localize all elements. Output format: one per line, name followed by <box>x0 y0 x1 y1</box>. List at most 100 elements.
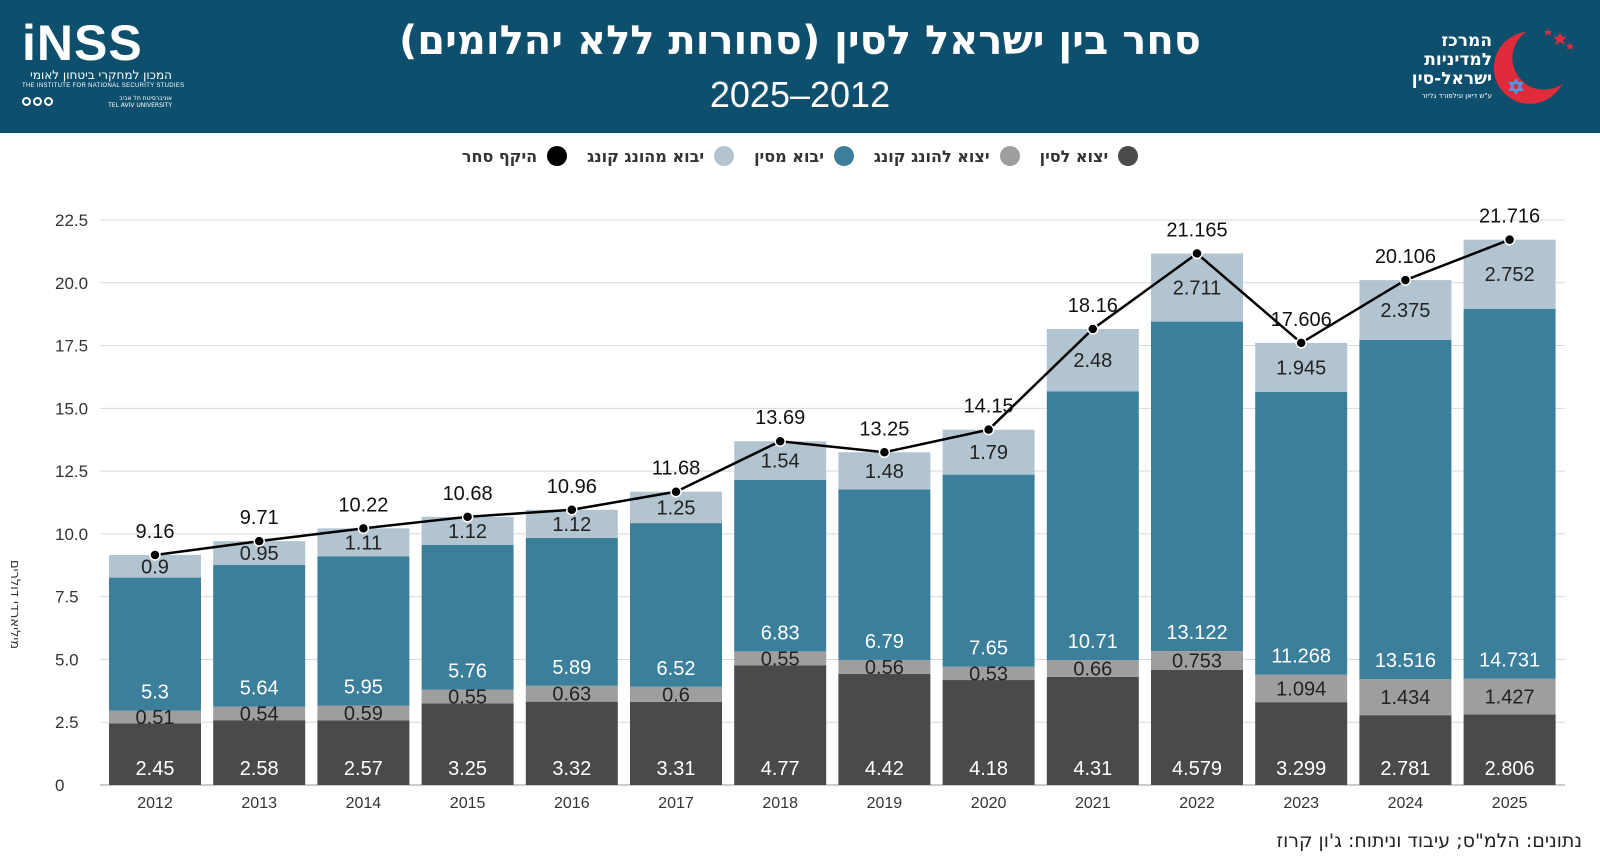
bar-segment <box>1463 308 1556 679</box>
bar-segment <box>109 723 201 785</box>
bar-segment <box>630 523 722 687</box>
data-label: 1.79 <box>969 442 1008 464</box>
legend-item: יבוא מסין <box>754 146 854 166</box>
bar-segment <box>1255 674 1348 703</box>
data-label: 0.753 <box>1172 651 1222 673</box>
legend-label: יצוא לסין <box>1039 146 1109 166</box>
data-label: 0.51 <box>136 707 175 729</box>
x-tick-label: 2025 <box>1492 795 1528 812</box>
inss-university-he: אוניברסיטת תל אביב <box>119 95 172 102</box>
line-label: 17.606 <box>1271 309 1332 331</box>
x-tick-label: 2022 <box>1179 795 1215 812</box>
bar-segment <box>942 666 1035 681</box>
x-tick-label: 2020 <box>971 795 1007 812</box>
legend-swatch <box>547 146 568 166</box>
center-logo-line2: למדיניות <box>1424 50 1492 70</box>
data-label: 0.66 <box>1073 658 1112 680</box>
line-point <box>357 522 370 535</box>
line-point <box>1191 247 1203 260</box>
bar-segment <box>213 706 306 721</box>
data-label: 3.31 <box>657 758 696 780</box>
line-point <box>566 504 578 516</box>
legend-label: יבוא מסין <box>754 146 824 166</box>
x-tick-label: 2023 <box>1283 795 1319 812</box>
bar-segment <box>942 680 1035 785</box>
bar-segment <box>317 720 410 785</box>
data-label: 1.427 <box>1485 687 1535 709</box>
y-tick-label: 20.0 <box>55 274 88 293</box>
data-label: 6.79 <box>865 631 904 653</box>
bar-segment <box>1255 342 1348 392</box>
data-label: 1.11 <box>345 532 382 554</box>
bar-segment <box>734 665 827 785</box>
inss-logo-hebrew: המכון למחקרי ביטחון לאומי <box>30 68 172 82</box>
line-point <box>1295 337 1307 349</box>
center-logo-line3: ישראל-סין <box>1411 69 1492 89</box>
data-label: 3.299 <box>1276 758 1326 780</box>
line-label: 14.15 <box>964 396 1014 418</box>
data-label: 1.12 <box>448 521 487 543</box>
line-label: 21.165 <box>1166 220 1227 242</box>
y-tick-label: 2.5 <box>55 713 79 732</box>
legend-label: היקף סחר <box>461 146 538 166</box>
data-label: 5.3 <box>141 682 169 704</box>
y-tick-label: 5.0 <box>55 650 79 669</box>
bar-segment <box>838 659 931 675</box>
data-label: 5.89 <box>552 657 591 679</box>
data-label: 13.122 <box>1166 622 1227 644</box>
data-label: 11.268 <box>1271 646 1331 668</box>
line-point <box>1503 233 1516 246</box>
data-label: 2.58 <box>240 758 279 780</box>
data-label: 1.945 <box>1276 357 1326 379</box>
center-logo-line1: המרכז <box>1441 31 1492 51</box>
bar-segment <box>838 674 931 785</box>
bar-segment <box>213 720 306 785</box>
data-label: 10.71 <box>1068 631 1118 653</box>
x-tick-label: 2019 <box>867 795 903 812</box>
inss-university-en: TEL AVIV UNIVERSITY <box>108 102 172 109</box>
y-tick-label: 22.5 <box>55 211 88 230</box>
line-point <box>461 511 474 523</box>
data-label: 0.59 <box>344 703 383 725</box>
inss-circles-icon <box>22 93 55 111</box>
data-label: 4.77 <box>761 758 800 780</box>
bar-segment <box>317 556 410 706</box>
inss-logo-mark: iNSS <box>22 15 143 71</box>
bar-segment <box>1359 280 1452 340</box>
line-label: 13.25 <box>859 418 909 440</box>
x-tick-label: 2017 <box>658 795 694 812</box>
bar-segment <box>1046 676 1139 785</box>
line-label: 13.69 <box>755 407 805 429</box>
data-label: 2.806 <box>1485 758 1535 780</box>
data-label: 2.752 <box>1485 264 1535 286</box>
bar-segment <box>942 474 1035 667</box>
x-tick-label: 2014 <box>346 795 382 812</box>
legend-swatch <box>999 146 1020 166</box>
inss-university: אוניברסיטת תל אביב TEL AVIV UNIVERSITY <box>108 95 172 109</box>
legend-swatch <box>833 146 854 166</box>
line-point <box>253 535 265 547</box>
data-label: 0.55 <box>448 686 487 708</box>
bar-segment <box>421 544 514 690</box>
inss-logo-footer: אוניברסיטת תל אביב TEL AVIV UNIVERSITY <box>22 93 172 111</box>
legend-label: יבוא מהונג קונג <box>587 146 705 166</box>
line-point <box>670 485 682 498</box>
bar-segment <box>1046 391 1139 661</box>
legend-swatch <box>714 146 735 166</box>
data-label: 1.12 <box>552 514 591 536</box>
bar-segment <box>525 685 618 702</box>
line-label: 9.16 <box>136 521 175 543</box>
data-label: 1.25 <box>657 497 696 519</box>
bar-segment <box>1255 702 1348 785</box>
bar-segment <box>1359 715 1452 785</box>
x-tick-label: 2021 <box>1075 795 1111 812</box>
data-label: 3.25 <box>448 758 487 780</box>
legend-item: יצוא לסין <box>1040 146 1139 166</box>
data-label: 1.094 <box>1276 678 1326 700</box>
y-tick-label: 17.5 <box>55 337 88 356</box>
legend-item: יבוא מהונג קונג <box>587 146 735 166</box>
header-banner: iNSS המכון למחקרי ביטחון לאומי THE INSTI… <box>0 0 1600 133</box>
inss-logo: iNSS המכון למחקרי ביטחון לאומי THE INSTI… <box>22 15 184 118</box>
bar-segment <box>1359 679 1452 716</box>
